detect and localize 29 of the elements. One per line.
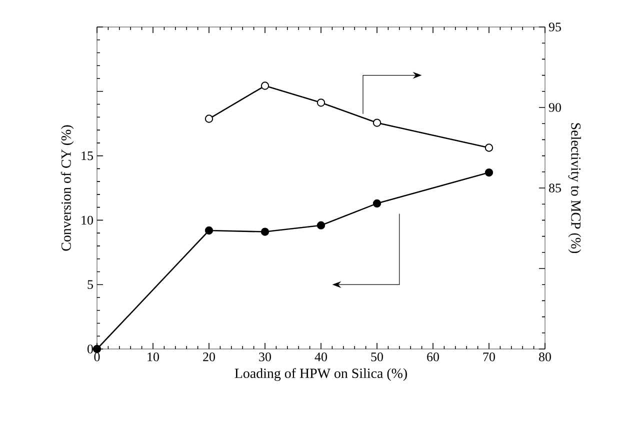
y2-axis-title: Selectivity to MCP (%): [568, 123, 582, 254]
x-tick-label: 80: [539, 352, 551, 362]
x-tick-label: 20: [203, 352, 215, 362]
y-axis-title: Conversion of CY (%): [60, 125, 74, 251]
x-tick-label: 10: [148, 352, 159, 362]
point: [204, 114, 214, 123]
point: [316, 221, 326, 230]
point: [484, 144, 494, 152]
point: [316, 98, 326, 107]
point: [372, 199, 382, 208]
point: [372, 118, 382, 127]
y2-tick-label: 90: [548, 103, 561, 112]
x-tick-label: 40: [314, 352, 327, 362]
point: [204, 226, 214, 235]
y2-tick-label: 85: [549, 184, 561, 192]
x-tick-label: 30: [259, 352, 271, 362]
x-tick-label: 0: [94, 352, 100, 362]
y2-tick-label: 95: [548, 22, 561, 32]
x-axis-title: Loading of HPW on Silica (%): [234, 368, 407, 381]
y-tick-label: 10: [82, 216, 93, 225]
point: [260, 82, 270, 90]
x-tick-label: 50: [371, 352, 383, 362]
x-tick-label: 60: [427, 352, 439, 362]
y-tick-label: 15: [82, 151, 93, 160]
point: [260, 228, 270, 236]
y-tick-label: 5: [88, 280, 93, 289]
point: [484, 168, 494, 177]
x-tick-label: 70: [483, 352, 495, 362]
y-tick-label: 0: [88, 344, 93, 354]
